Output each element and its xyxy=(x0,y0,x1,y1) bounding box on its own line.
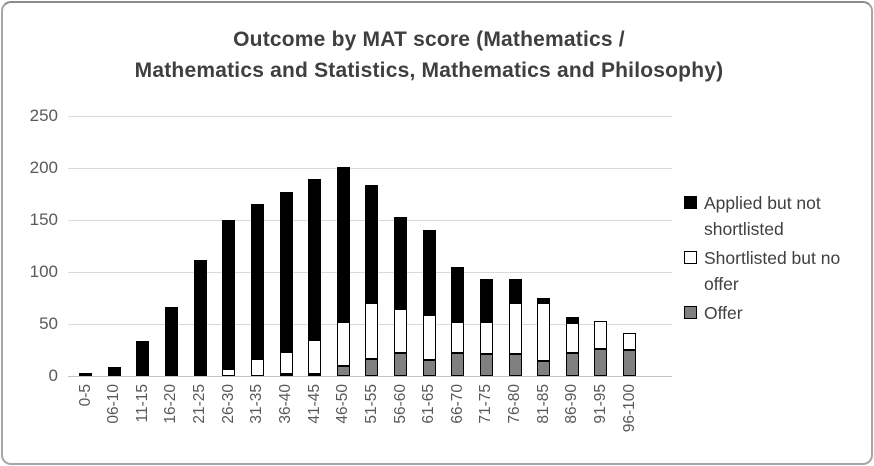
chart-title-line-1: Outcome by MAT score (Mathematics / xyxy=(233,28,625,51)
bar-segment-applied-not-shortlisted xyxy=(451,266,465,322)
bar-segment-applied-not-shortlisted xyxy=(222,219,236,369)
legend-label-shortlisted-no-offer: Shortlisted but no offer xyxy=(704,248,841,294)
gridline-250 xyxy=(68,115,672,117)
bar-segment-applied-not-shortlisted xyxy=(508,279,522,304)
x-axis-tick-label: 06-10 xyxy=(105,384,123,424)
bar-segment-offer xyxy=(479,354,493,376)
bar-segment-applied-not-shortlisted xyxy=(107,366,121,376)
bar-segment-shortlisted-no-offer xyxy=(279,352,293,374)
bar-segment-shortlisted-no-offer xyxy=(422,314,436,361)
bar-segment-offer xyxy=(594,348,608,376)
x-axis-tick-label: 21-25 xyxy=(191,384,209,424)
bar-segment-offer xyxy=(508,354,522,376)
chart-title: Outcome by MAT score (Mathematics / Math… xyxy=(0,24,858,86)
y-axis-tick-label: 200 xyxy=(29,157,58,177)
bar-segment-applied-not-shortlisted xyxy=(565,316,579,323)
bar-segment-applied-not-shortlisted xyxy=(250,204,264,360)
bar-segment-offer xyxy=(308,373,322,376)
x-axis-tick-label: 31-35 xyxy=(248,384,266,424)
legend-swatch-shortlisted-no-offer xyxy=(684,251,697,264)
bar-segment-shortlisted-no-offer xyxy=(479,321,493,355)
bar-segment-shortlisted-no-offer xyxy=(594,320,608,349)
x-axis-tick-label: 91-95 xyxy=(591,384,609,424)
bar-segment-offer xyxy=(394,353,408,376)
x-axis-tick-label: 96-100 xyxy=(620,384,638,433)
bar-segment-applied-not-shortlisted xyxy=(136,340,150,376)
bar-segment-offer xyxy=(279,374,293,376)
bar-segment-shortlisted-no-offer xyxy=(623,333,637,350)
bar-segment-shortlisted-no-offer xyxy=(394,309,408,354)
bar-segment-shortlisted-no-offer xyxy=(451,321,465,354)
x-axis-tick-label: 86-90 xyxy=(563,384,581,424)
bar-segment-shortlisted-no-offer xyxy=(250,359,264,376)
bar-segment-shortlisted-no-offer xyxy=(336,321,350,366)
bar-segment-shortlisted-no-offer xyxy=(565,322,579,354)
bar-segment-offer xyxy=(422,360,436,376)
legend-item-applied-not-shortlisted: Applied but not shortlisted xyxy=(684,190,862,242)
x-axis-tick-label: 26-30 xyxy=(219,384,237,424)
bar-segment-applied-not-shortlisted xyxy=(308,179,322,340)
x-axis-tick-label: 81-85 xyxy=(534,384,552,424)
x-axis-tick-label: 46-50 xyxy=(334,384,352,424)
bar-segment-shortlisted-no-offer xyxy=(308,339,322,374)
x-axis-tick-label: 66-70 xyxy=(448,384,466,424)
legend-label-offer: Offer xyxy=(704,303,743,323)
bar-segment-applied-not-shortlisted xyxy=(365,185,379,304)
legend-item-shortlisted-no-offer: Shortlisted but no offer xyxy=(684,245,862,297)
bar-segment-shortlisted-no-offer xyxy=(193,373,207,376)
bar-segment-applied-not-shortlisted xyxy=(193,260,207,374)
bar-segment-applied-not-shortlisted xyxy=(79,372,93,376)
bar-segment-shortlisted-no-offer xyxy=(365,303,379,360)
y-axis-tick-label: 50 xyxy=(39,313,58,333)
x-axis-tick-label: 51-55 xyxy=(362,384,380,424)
bar-segment-applied-not-shortlisted xyxy=(336,166,350,322)
x-axis-tick-label: 76-80 xyxy=(506,384,524,424)
y-axis-tick-label: 150 xyxy=(29,209,58,229)
legend-swatch-applied-not-shortlisted xyxy=(684,196,697,209)
bar-segment-offer xyxy=(451,353,465,376)
bar-segment-applied-not-shortlisted xyxy=(164,307,178,374)
bar-segment-offer xyxy=(365,359,379,376)
y-axis-tick-label: 250 xyxy=(29,105,58,125)
bar-segment-applied-not-shortlisted xyxy=(479,279,493,322)
bar-segment-offer xyxy=(336,365,350,376)
bar-segment-applied-not-shortlisted xyxy=(279,191,293,353)
gridline-0 xyxy=(68,376,672,377)
bar-segment-applied-not-shortlisted xyxy=(537,297,551,304)
x-axis-tick-label: 41-45 xyxy=(305,384,323,424)
bar-segment-shortlisted-no-offer xyxy=(537,303,551,362)
y-axis-tick-label: 0 xyxy=(48,366,58,385)
bar-segment-offer xyxy=(565,353,579,376)
x-axis-tick-label: 36-40 xyxy=(277,384,295,424)
gridline-200 xyxy=(68,167,672,169)
bar-segment-applied-not-shortlisted xyxy=(422,230,436,315)
x-axis-tick-label: 71-75 xyxy=(477,384,495,424)
x-axis-tick-label: 16-20 xyxy=(162,384,180,424)
y-axis-tick-label: 100 xyxy=(29,261,58,281)
x-axis-tick-label: 56-60 xyxy=(391,384,409,424)
bar-segment-offer xyxy=(537,361,551,376)
bar-segment-shortlisted-no-offer xyxy=(164,373,178,376)
bar-segment-offer xyxy=(623,349,637,376)
bar-segment-shortlisted-no-offer xyxy=(508,303,522,355)
legend-item-offer: Offer xyxy=(684,300,862,326)
x-axis-tick-label: 0-5 xyxy=(76,384,94,407)
bar-segment-applied-not-shortlisted xyxy=(394,216,408,310)
x-axis-tick-label: 11-15 xyxy=(133,384,151,423)
x-axis-tick-label: 61-65 xyxy=(420,384,438,424)
legend: Applied but not shortlisted Shortlisted … xyxy=(684,190,862,329)
bar-segment-shortlisted-no-offer xyxy=(222,368,236,376)
legend-label-applied-not-shortlisted: Applied but not shortlisted xyxy=(704,193,821,239)
legend-swatch-offer xyxy=(684,306,697,319)
chart-title-line-2: Mathematics and Statistics, Mathematics … xyxy=(134,59,724,82)
